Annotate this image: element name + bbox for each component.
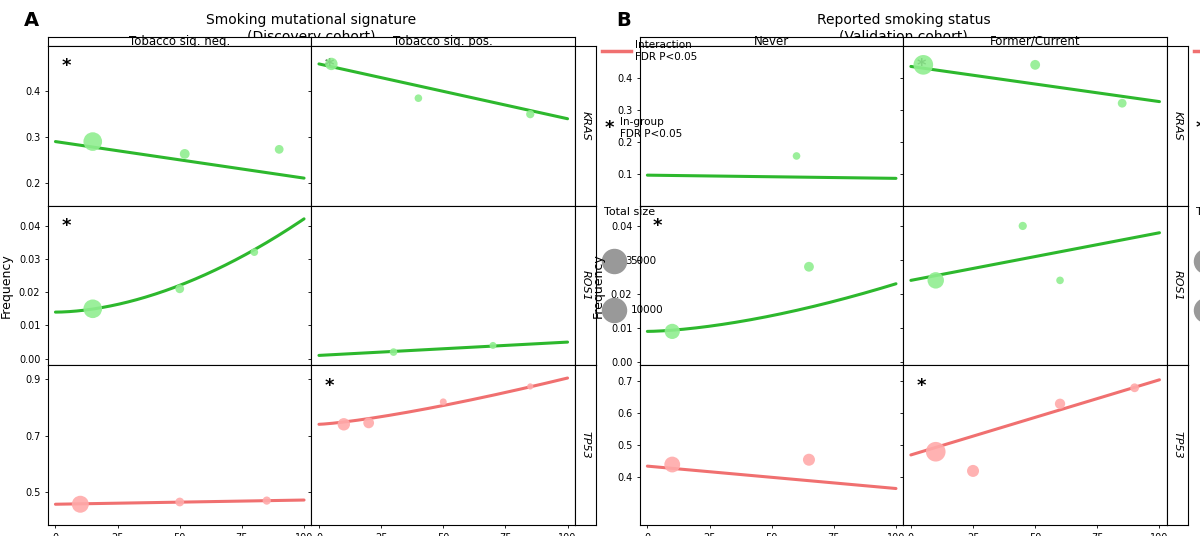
Point bbox=[335, 420, 354, 429]
Point bbox=[71, 500, 90, 509]
Text: *: * bbox=[653, 217, 662, 235]
Text: Total size: Total size bbox=[604, 207, 655, 217]
Point bbox=[799, 263, 818, 271]
Point bbox=[170, 498, 190, 507]
Text: *: * bbox=[604, 119, 613, 137]
Point bbox=[384, 348, 403, 356]
Text: Never: Never bbox=[754, 35, 790, 48]
Text: *: * bbox=[61, 57, 71, 75]
Text: *: * bbox=[325, 377, 334, 394]
Text: A: A bbox=[24, 11, 40, 29]
Point bbox=[605, 256, 624, 265]
Text: Frequency: Frequency bbox=[0, 253, 12, 318]
Text: TP53: TP53 bbox=[1172, 431, 1182, 459]
Text: Reported smoking status
(Validation cohort): Reported smoking status (Validation coho… bbox=[817, 13, 990, 43]
Text: *: * bbox=[325, 57, 334, 75]
Point bbox=[83, 137, 102, 146]
Point bbox=[83, 304, 102, 313]
Text: B: B bbox=[616, 11, 631, 29]
Point bbox=[662, 460, 682, 469]
Text: Former/Current: Former/Current bbox=[990, 35, 1080, 48]
Text: ROS1: ROS1 bbox=[1172, 270, 1182, 301]
Text: Tobacco sig. pos.: Tobacco sig. pos. bbox=[394, 35, 493, 48]
Text: Smoking mutational signature
(Discovery cohort): Smoking mutational signature (Discovery … bbox=[206, 13, 416, 43]
Text: 10000: 10000 bbox=[631, 304, 664, 315]
Text: *: * bbox=[917, 57, 926, 75]
Text: In-group
FDR P<0.05: In-group FDR P<0.05 bbox=[620, 117, 683, 139]
Point bbox=[1050, 399, 1069, 408]
Point bbox=[799, 456, 818, 464]
Point bbox=[322, 59, 341, 68]
Point bbox=[1050, 276, 1069, 285]
Point bbox=[433, 398, 452, 406]
Point bbox=[605, 305, 624, 314]
Point bbox=[245, 248, 264, 256]
Text: Frequency: Frequency bbox=[592, 253, 605, 318]
Point bbox=[270, 145, 289, 154]
Text: ROS1: ROS1 bbox=[581, 270, 590, 301]
Point bbox=[359, 419, 378, 427]
Point bbox=[913, 61, 932, 69]
Point bbox=[175, 150, 194, 158]
Point bbox=[1112, 99, 1132, 108]
Text: KRAS: KRAS bbox=[1172, 111, 1182, 140]
Point bbox=[409, 94, 428, 102]
Text: *: * bbox=[61, 217, 71, 235]
Point bbox=[484, 341, 503, 349]
Text: Interaction
FDR P<0.05: Interaction FDR P<0.05 bbox=[635, 40, 697, 62]
Point bbox=[1126, 383, 1145, 392]
Point bbox=[521, 110, 540, 118]
Point bbox=[1013, 222, 1032, 230]
Point bbox=[1196, 305, 1200, 314]
Point bbox=[170, 285, 190, 293]
Text: TP53: TP53 bbox=[581, 431, 590, 459]
Point bbox=[257, 496, 276, 505]
Point bbox=[1026, 61, 1045, 69]
Text: KRAS: KRAS bbox=[581, 111, 590, 140]
Text: *: * bbox=[1196, 119, 1200, 137]
Text: Total size: Total size bbox=[1196, 207, 1200, 217]
Point bbox=[787, 152, 806, 160]
Text: *: * bbox=[917, 377, 926, 394]
Text: 5000: 5000 bbox=[631, 256, 656, 266]
Text: Tobacco sig. neg.: Tobacco sig. neg. bbox=[130, 35, 230, 48]
Point bbox=[662, 327, 682, 336]
Point bbox=[1196, 256, 1200, 265]
Point bbox=[926, 448, 946, 456]
Point bbox=[926, 276, 946, 285]
Point bbox=[521, 382, 540, 391]
Point bbox=[964, 467, 983, 475]
